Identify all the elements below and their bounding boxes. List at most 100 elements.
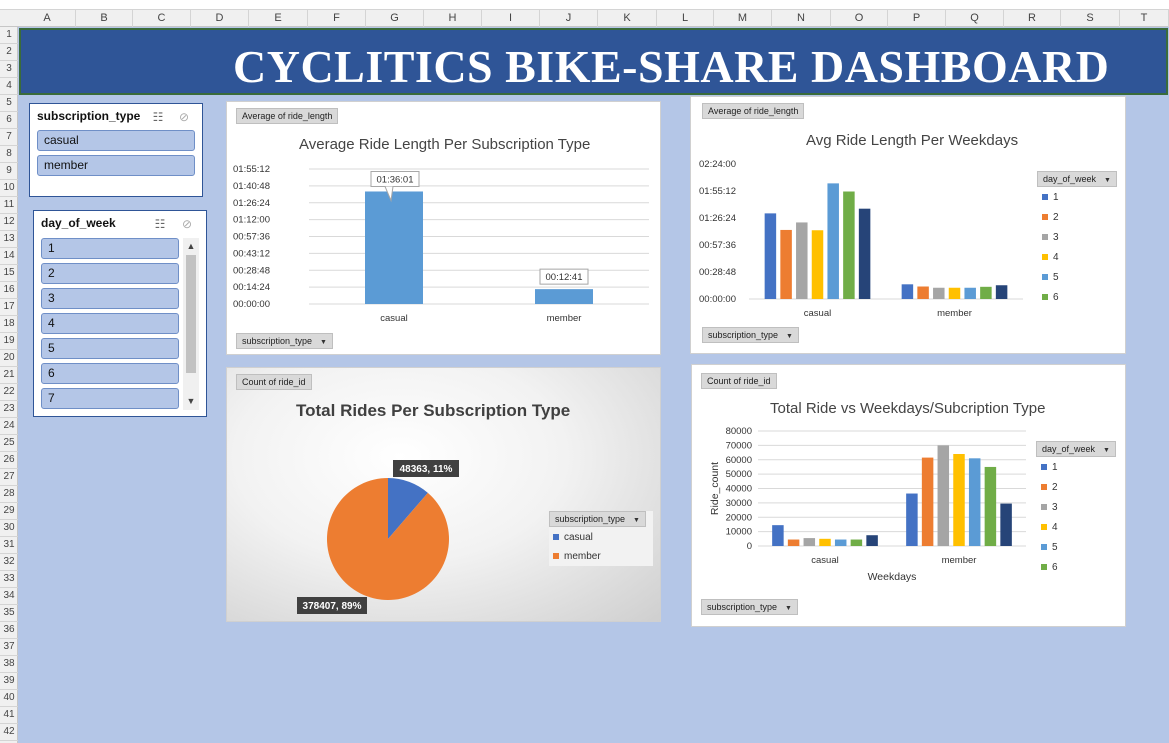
row-header-25[interactable]: 25 [0,435,18,452]
row-header-7[interactable]: 7 [0,129,18,146]
total-ride-weekdays-chart[interactable]: Count of ride_id Total Ride vs Weekdays/… [691,364,1126,627]
scroll-up-icon[interactable]: ▲ [186,241,196,251]
row-header-4[interactable]: 4 [0,78,18,95]
dropdown-arrow-icon[interactable]: ▼ [1103,447,1110,454]
row-header-39[interactable]: 39 [0,673,18,690]
row-header-17[interactable]: 17 [0,299,18,316]
row-header-8[interactable]: 8 [0,146,18,163]
slicer-item-casual[interactable]: casual [37,130,195,151]
column-header-c[interactable]: C [133,10,191,27]
row-header-34[interactable]: 34 [0,588,18,605]
column-header-i[interactable]: I [482,10,540,27]
row-header-11[interactable]: 11 [0,197,18,214]
column-header-a[interactable]: A [19,10,76,27]
legend-field-button[interactable]: day_of_week ▼ [1037,171,1117,187]
clear-filter-icon[interactable]: ⊘ [178,110,190,124]
row-header-36[interactable]: 36 [0,622,18,639]
row-header-12[interactable]: 12 [0,214,18,231]
row-header-5[interactable]: 5 [0,95,18,112]
axis-field-button[interactable]: subscription_type ▼ [702,327,799,343]
column-header-q[interactable]: Q [946,10,1004,27]
clear-filter-icon[interactable]: ⊘ [181,217,193,231]
row-header-26[interactable]: 26 [0,452,18,469]
avg-ride-length-weekdays-chart[interactable]: Average of ride_length Avg Ride Length P… [690,96,1126,354]
row-header-33[interactable]: 33 [0,571,18,588]
row-header-9[interactable]: 9 [0,163,18,180]
value-field-button[interactable]: Count of ride_id [236,374,312,390]
column-header-j[interactable]: J [540,10,598,27]
row-header-18[interactable]: 18 [0,316,18,333]
slicer-item-day-2[interactable]: 2 [41,263,179,284]
subscription-type-slicer[interactable]: subscription_type ☷ ⊘ casual member [29,103,203,197]
dropdown-arrow-icon[interactable]: ▼ [633,517,640,524]
legend-field-button[interactable]: subscription_type ▼ [549,511,646,527]
row-header-41[interactable]: 41 [0,707,18,724]
axis-field-button[interactable]: subscription_type ▼ [701,599,798,615]
row-header-23[interactable]: 23 [0,401,18,418]
row-header-1[interactable]: 1 [0,27,18,44]
row-header-27[interactable]: 27 [0,469,18,486]
column-header-g[interactable]: G [366,10,424,27]
row-header-3[interactable]: 3 [0,61,18,78]
axis-field-button[interactable]: subscription_type ▼ [236,333,333,349]
row-header-37[interactable]: 37 [0,639,18,656]
column-header-r[interactable]: R [1004,10,1061,27]
row-header-42[interactable]: 42 [0,724,18,741]
avg-ride-length-chart[interactable]: Average of ride_length Average Ride Leng… [226,101,661,355]
row-header-29[interactable]: 29 [0,503,18,520]
value-field-button[interactable]: Average of ride_length [236,108,339,124]
row-header-2[interactable]: 2 [0,44,18,61]
slicer-item-day-7[interactable]: 7 [41,388,179,409]
row-header-35[interactable]: 35 [0,605,18,622]
dropdown-arrow-icon[interactable]: ▼ [786,333,793,340]
column-header-d[interactable]: D [191,10,249,27]
value-field-button[interactable]: Average of ride_length [702,103,805,119]
slicer-item-member[interactable]: member [37,155,195,176]
row-header-38[interactable]: 38 [0,656,18,673]
column-header-m[interactable]: M [714,10,772,27]
dropdown-arrow-icon[interactable]: ▼ [320,339,327,346]
row-header-30[interactable]: 30 [0,520,18,537]
column-header-e[interactable]: E [249,10,308,27]
row-header-40[interactable]: 40 [0,690,18,707]
row-header-24[interactable]: 24 [0,418,18,435]
scroll-thumb[interactable] [186,255,196,373]
day-of-week-slicer[interactable]: day_of_week ☷ ⊘ 1 2 3 4 5 6 7 ▲ ▼ [33,210,207,417]
column-header-b[interactable]: B [76,10,133,27]
column-header-k[interactable]: K [598,10,657,27]
row-header-22[interactable]: 22 [0,384,18,401]
multi-select-icon[interactable]: ☷ [154,217,166,231]
row-header-16[interactable]: 16 [0,282,18,299]
column-header-h[interactable]: H [424,10,482,27]
dropdown-arrow-icon[interactable]: ▼ [785,605,792,612]
row-header-15[interactable]: 15 [0,265,18,282]
column-header-n[interactable]: N [772,10,831,27]
row-header-32[interactable]: 32 [0,554,18,571]
legend-field-button[interactable]: day_of_week ▼ [1036,441,1116,457]
row-header-14[interactable]: 14 [0,248,18,265]
row-header-19[interactable]: 19 [0,333,18,350]
column-header-s[interactable]: S [1061,10,1120,27]
column-header-f[interactable]: F [308,10,366,27]
slicer-item-day-6[interactable]: 6 [41,363,179,384]
row-header-13[interactable]: 13 [0,231,18,248]
row-header-20[interactable]: 20 [0,350,18,367]
slicer-item-day-3[interactable]: 3 [41,288,179,309]
row-header-10[interactable]: 10 [0,180,18,197]
column-header-l[interactable]: L [657,10,714,27]
column-header-p[interactable]: P [888,10,946,27]
row-header-28[interactable]: 28 [0,486,18,503]
row-header-31[interactable]: 31 [0,537,18,554]
row-header-21[interactable]: 21 [0,367,18,384]
column-header-o[interactable]: O [831,10,888,27]
column-header-t[interactable]: T [1120,10,1169,27]
slicer-item-day-4[interactable]: 4 [41,313,179,334]
scroll-down-icon[interactable]: ▼ [186,396,196,406]
row-header-6[interactable]: 6 [0,112,18,129]
value-field-button[interactable]: Count of ride_id [701,373,777,389]
slicer-item-day-5[interactable]: 5 [41,338,179,359]
slicer-item-day-1[interactable]: 1 [41,238,179,259]
total-rides-pie-chart[interactable]: Count of ride_id Total Rides Per Subscri… [226,367,661,622]
dropdown-arrow-icon[interactable]: ▼ [1104,177,1111,184]
multi-select-icon[interactable]: ☷ [152,110,164,124]
